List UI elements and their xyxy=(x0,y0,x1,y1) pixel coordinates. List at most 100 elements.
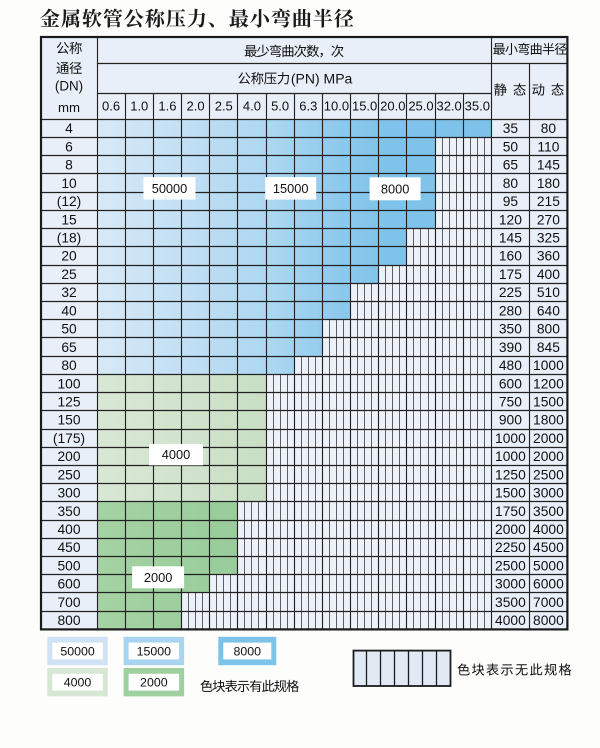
svg-text:80: 80 xyxy=(541,121,557,136)
svg-text:3000: 3000 xyxy=(533,486,564,501)
svg-text:2000: 2000 xyxy=(140,676,168,690)
svg-text:(175): (175) xyxy=(53,431,85,446)
svg-text:5.0: 5.0 xyxy=(271,98,289,113)
svg-text:4000: 4000 xyxy=(64,676,92,690)
svg-text:2000: 2000 xyxy=(533,449,564,464)
svg-text:250: 250 xyxy=(57,467,80,482)
svg-text:325: 325 xyxy=(537,231,560,246)
svg-text:145: 145 xyxy=(537,158,560,173)
svg-text:1000: 1000 xyxy=(533,358,564,373)
svg-text:mm: mm xyxy=(58,100,80,115)
svg-text:600: 600 xyxy=(499,376,522,391)
svg-text:160: 160 xyxy=(499,249,522,264)
svg-text:400: 400 xyxy=(537,267,560,282)
svg-text:1.6: 1.6 xyxy=(158,98,176,113)
svg-text:80: 80 xyxy=(61,358,77,373)
svg-text:15000: 15000 xyxy=(273,181,309,196)
svg-text:32: 32 xyxy=(61,285,76,300)
svg-text:8000: 8000 xyxy=(381,181,409,196)
svg-text:110: 110 xyxy=(537,139,559,154)
svg-text:15.0: 15.0 xyxy=(352,98,377,113)
svg-text:280: 280 xyxy=(499,303,522,318)
svg-text:3000: 3000 xyxy=(495,577,526,592)
svg-text:10.0: 10.0 xyxy=(324,98,349,113)
svg-text:600: 600 xyxy=(57,577,80,592)
svg-text:7000: 7000 xyxy=(533,595,564,610)
svg-text:700: 700 xyxy=(57,595,80,610)
svg-text:1500: 1500 xyxy=(533,394,564,409)
svg-text:(DN): (DN) xyxy=(55,79,83,94)
svg-text:480: 480 xyxy=(499,358,522,373)
svg-text:4000: 4000 xyxy=(495,613,526,628)
svg-text:800: 800 xyxy=(57,613,80,628)
svg-text:100: 100 xyxy=(57,376,80,391)
svg-text:3500: 3500 xyxy=(495,595,526,610)
svg-text:35: 35 xyxy=(503,121,519,136)
svg-text:(PN) MPa: (PN) MPa xyxy=(291,70,353,86)
svg-text:390: 390 xyxy=(499,340,522,355)
svg-text:125: 125 xyxy=(57,394,80,409)
svg-text:25.0: 25.0 xyxy=(408,98,433,113)
svg-text:65: 65 xyxy=(61,340,77,355)
svg-text:1750: 1750 xyxy=(495,504,526,519)
svg-text:65: 65 xyxy=(503,158,519,173)
svg-text:95: 95 xyxy=(503,194,519,209)
svg-text:145: 145 xyxy=(499,231,522,246)
svg-text:35.0: 35.0 xyxy=(465,98,490,113)
svg-text:2500: 2500 xyxy=(495,558,526,573)
svg-text:1000: 1000 xyxy=(495,431,526,446)
svg-text:2000: 2000 xyxy=(495,522,526,537)
svg-text:8: 8 xyxy=(65,158,73,173)
svg-text:300: 300 xyxy=(57,486,80,501)
svg-text:15: 15 xyxy=(61,212,77,227)
svg-text:3500: 3500 xyxy=(533,504,564,519)
svg-text:2.0: 2.0 xyxy=(187,98,205,113)
svg-text:6000: 6000 xyxy=(533,577,564,592)
svg-text:500: 500 xyxy=(57,558,80,573)
svg-text:(18): (18) xyxy=(57,231,82,246)
svg-text:2000: 2000 xyxy=(533,431,564,446)
svg-text:360: 360 xyxy=(537,249,560,264)
svg-text:2000: 2000 xyxy=(144,570,172,585)
svg-text:1.0: 1.0 xyxy=(130,98,148,113)
svg-text:25: 25 xyxy=(61,267,77,282)
svg-text:175: 175 xyxy=(499,267,522,282)
svg-text:8000: 8000 xyxy=(234,644,262,658)
svg-text:2500: 2500 xyxy=(533,467,564,482)
svg-text:4: 4 xyxy=(65,121,73,136)
svg-text:1800: 1800 xyxy=(533,413,564,428)
svg-text:5000: 5000 xyxy=(533,558,564,573)
svg-text:40: 40 xyxy=(61,303,77,318)
svg-text:20.0: 20.0 xyxy=(380,98,405,113)
svg-text:1000: 1000 xyxy=(495,449,526,464)
svg-text:4000: 4000 xyxy=(533,522,564,537)
svg-text:50: 50 xyxy=(503,139,519,154)
svg-text:350: 350 xyxy=(57,504,80,519)
svg-text:900: 900 xyxy=(499,413,522,428)
svg-text:845: 845 xyxy=(537,340,560,355)
svg-text:225: 225 xyxy=(499,285,522,300)
svg-text:32.0: 32.0 xyxy=(436,98,461,113)
svg-text:510: 510 xyxy=(537,285,560,300)
svg-text:800: 800 xyxy=(537,322,560,337)
svg-text:450: 450 xyxy=(57,540,80,555)
svg-text:120: 120 xyxy=(499,212,522,227)
svg-text:200: 200 xyxy=(57,449,80,464)
svg-text:6: 6 xyxy=(65,139,73,154)
svg-text:10: 10 xyxy=(61,176,77,191)
svg-text:6.3: 6.3 xyxy=(299,98,317,113)
svg-text:1200: 1200 xyxy=(533,376,564,391)
svg-text:2.5: 2.5 xyxy=(215,98,233,113)
svg-text:215: 215 xyxy=(537,194,560,209)
svg-text:8000: 8000 xyxy=(533,613,564,628)
svg-text:15000: 15000 xyxy=(137,644,172,658)
svg-text:0.6: 0.6 xyxy=(102,98,120,113)
svg-text:1500: 1500 xyxy=(495,486,526,501)
svg-text:2250: 2250 xyxy=(495,540,526,555)
svg-text:270: 270 xyxy=(537,212,560,227)
svg-text:(12): (12) xyxy=(57,194,82,209)
svg-text:1250: 1250 xyxy=(495,467,526,482)
svg-text:50000: 50000 xyxy=(60,644,95,658)
svg-text:4000: 4000 xyxy=(162,447,190,462)
svg-text:4500: 4500 xyxy=(533,540,564,555)
